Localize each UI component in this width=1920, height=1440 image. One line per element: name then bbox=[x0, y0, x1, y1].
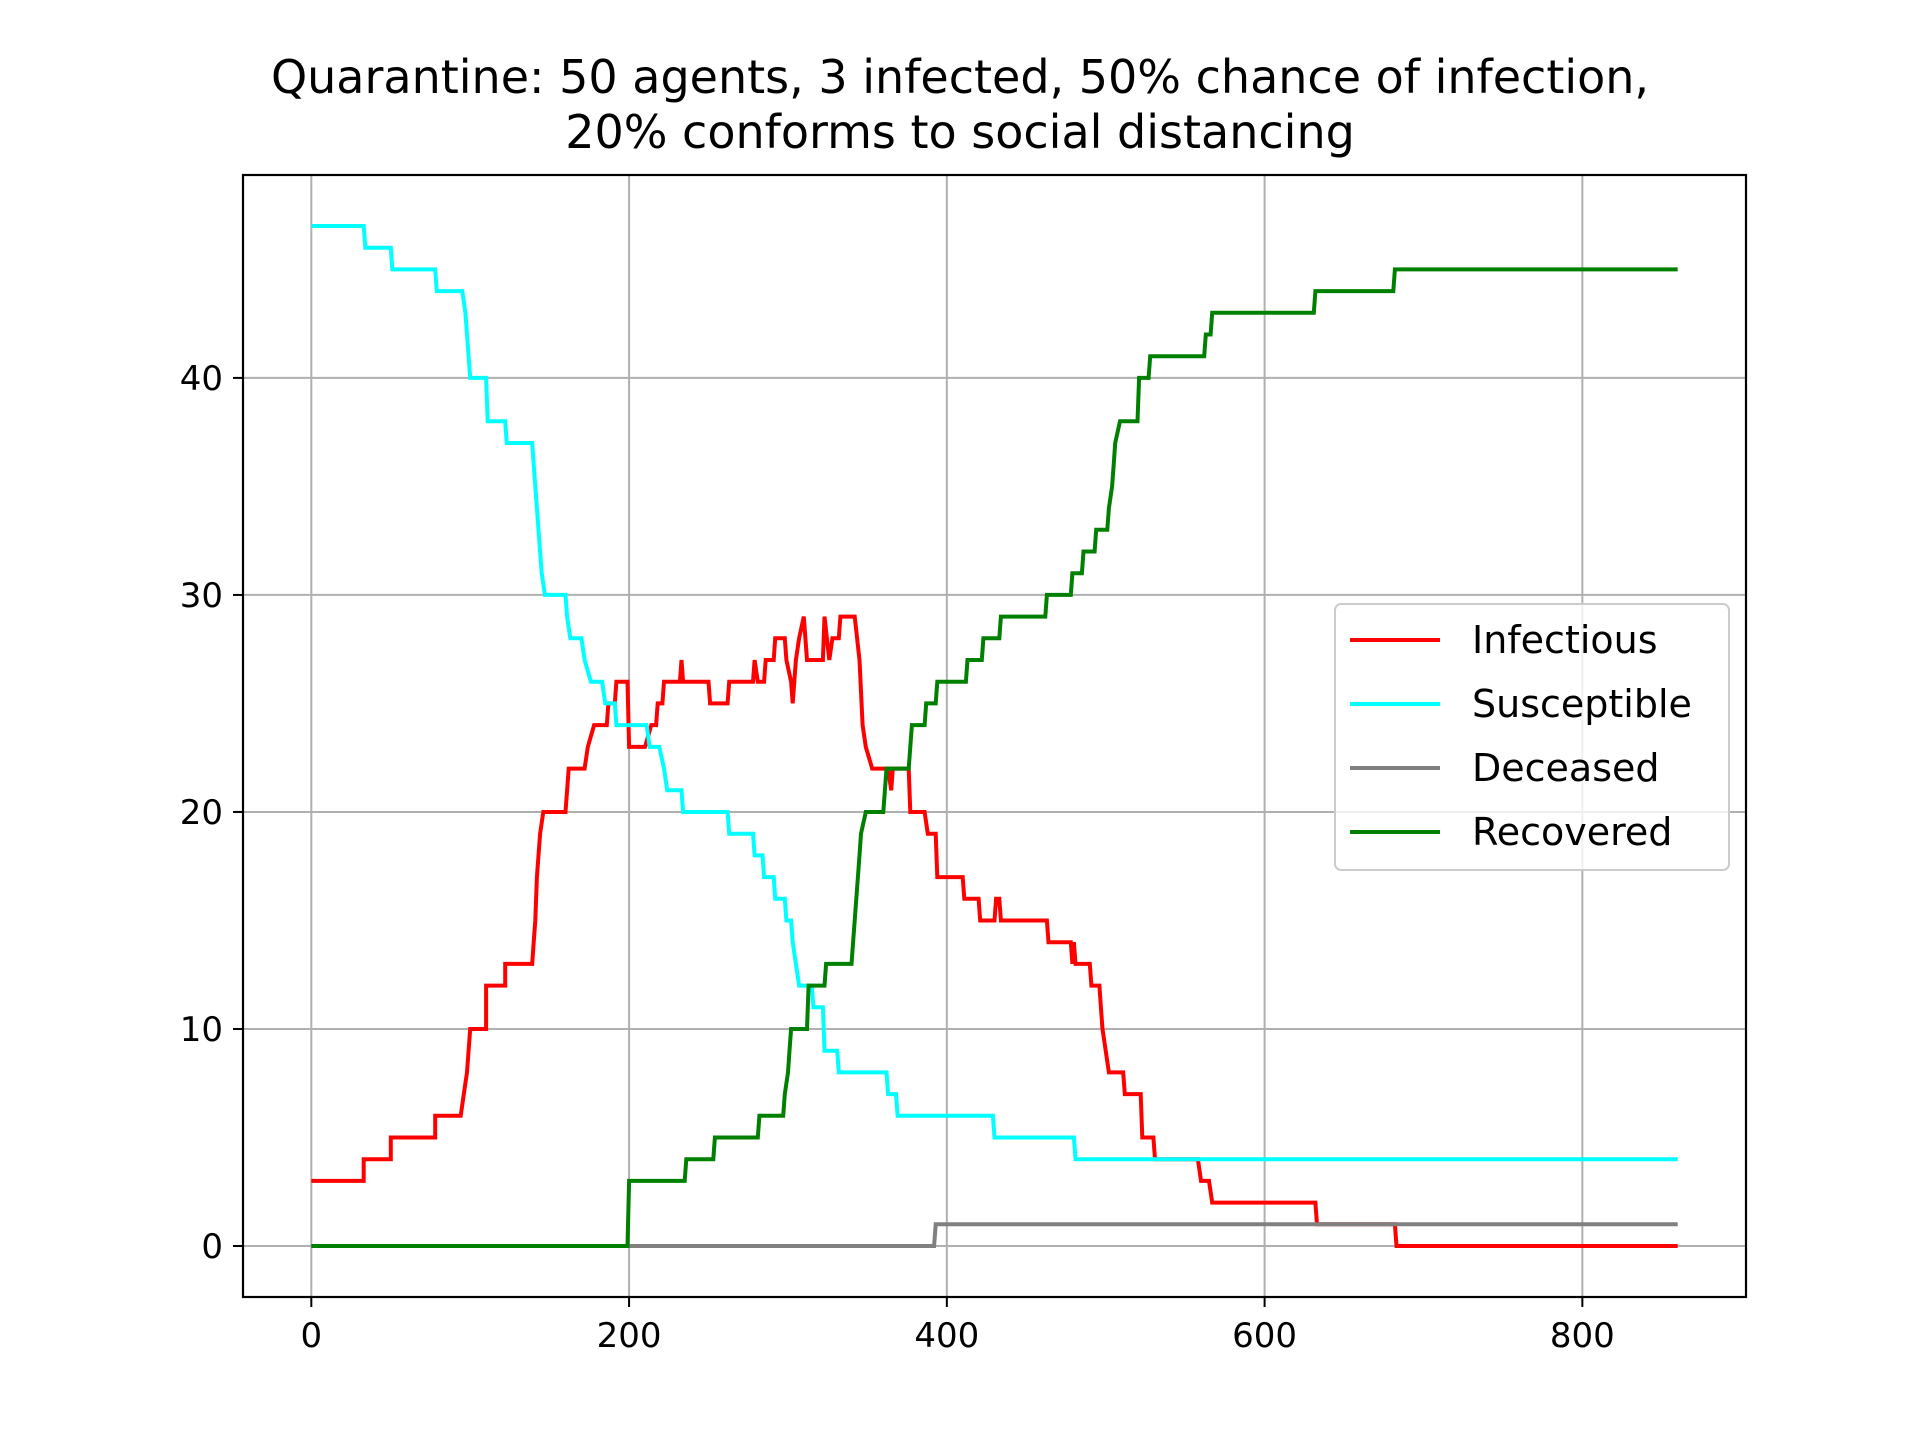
plot-area-frame bbox=[241, 173, 1748, 1299]
legend-label-infectious: Infectious bbox=[1472, 618, 1658, 662]
x-tick-label: 200 bbox=[597, 1316, 662, 1356]
legend: Infectious Susceptible Deceased Recovered bbox=[1334, 603, 1730, 871]
x-tick-label: 600 bbox=[1232, 1316, 1297, 1356]
chart-title-line-1: Quarantine: 50 agents, 3 infected, 50% c… bbox=[271, 50, 1649, 104]
legend-items: Infectious Susceptible Deceased Recovered bbox=[1350, 618, 1692, 854]
y-tick-label: 10 bbox=[180, 1010, 223, 1050]
y-tick-label: 0 bbox=[201, 1227, 223, 1267]
series-line-recovered bbox=[311, 267, 1678, 1248]
chart-title-line-2: 20% conforms to social distancing bbox=[565, 105, 1355, 159]
legend-label-recovered: Recovered bbox=[1472, 810, 1672, 854]
series-line-susceptible bbox=[311, 224, 1678, 1162]
y-tick-label: 20 bbox=[180, 793, 223, 833]
legend-label-deceased: Deceased bbox=[1472, 746, 1660, 790]
x-tick-label: 800 bbox=[1550, 1316, 1615, 1356]
y-tick-label: 40 bbox=[180, 359, 223, 399]
series-line-infectious bbox=[311, 614, 1678, 1248]
legend-box bbox=[1334, 603, 1730, 871]
y-tick-label: 30 bbox=[180, 576, 223, 616]
x-tick-label: 400 bbox=[914, 1316, 979, 1356]
legend-label-susceptible: Susceptible bbox=[1472, 682, 1692, 726]
x-tick-label: 0 bbox=[300, 1316, 322, 1356]
plot-lines bbox=[311, 224, 1678, 1248]
axis-ticks: 0 200 400 600 800 0 10 20 30 40 bbox=[180, 359, 1615, 1356]
